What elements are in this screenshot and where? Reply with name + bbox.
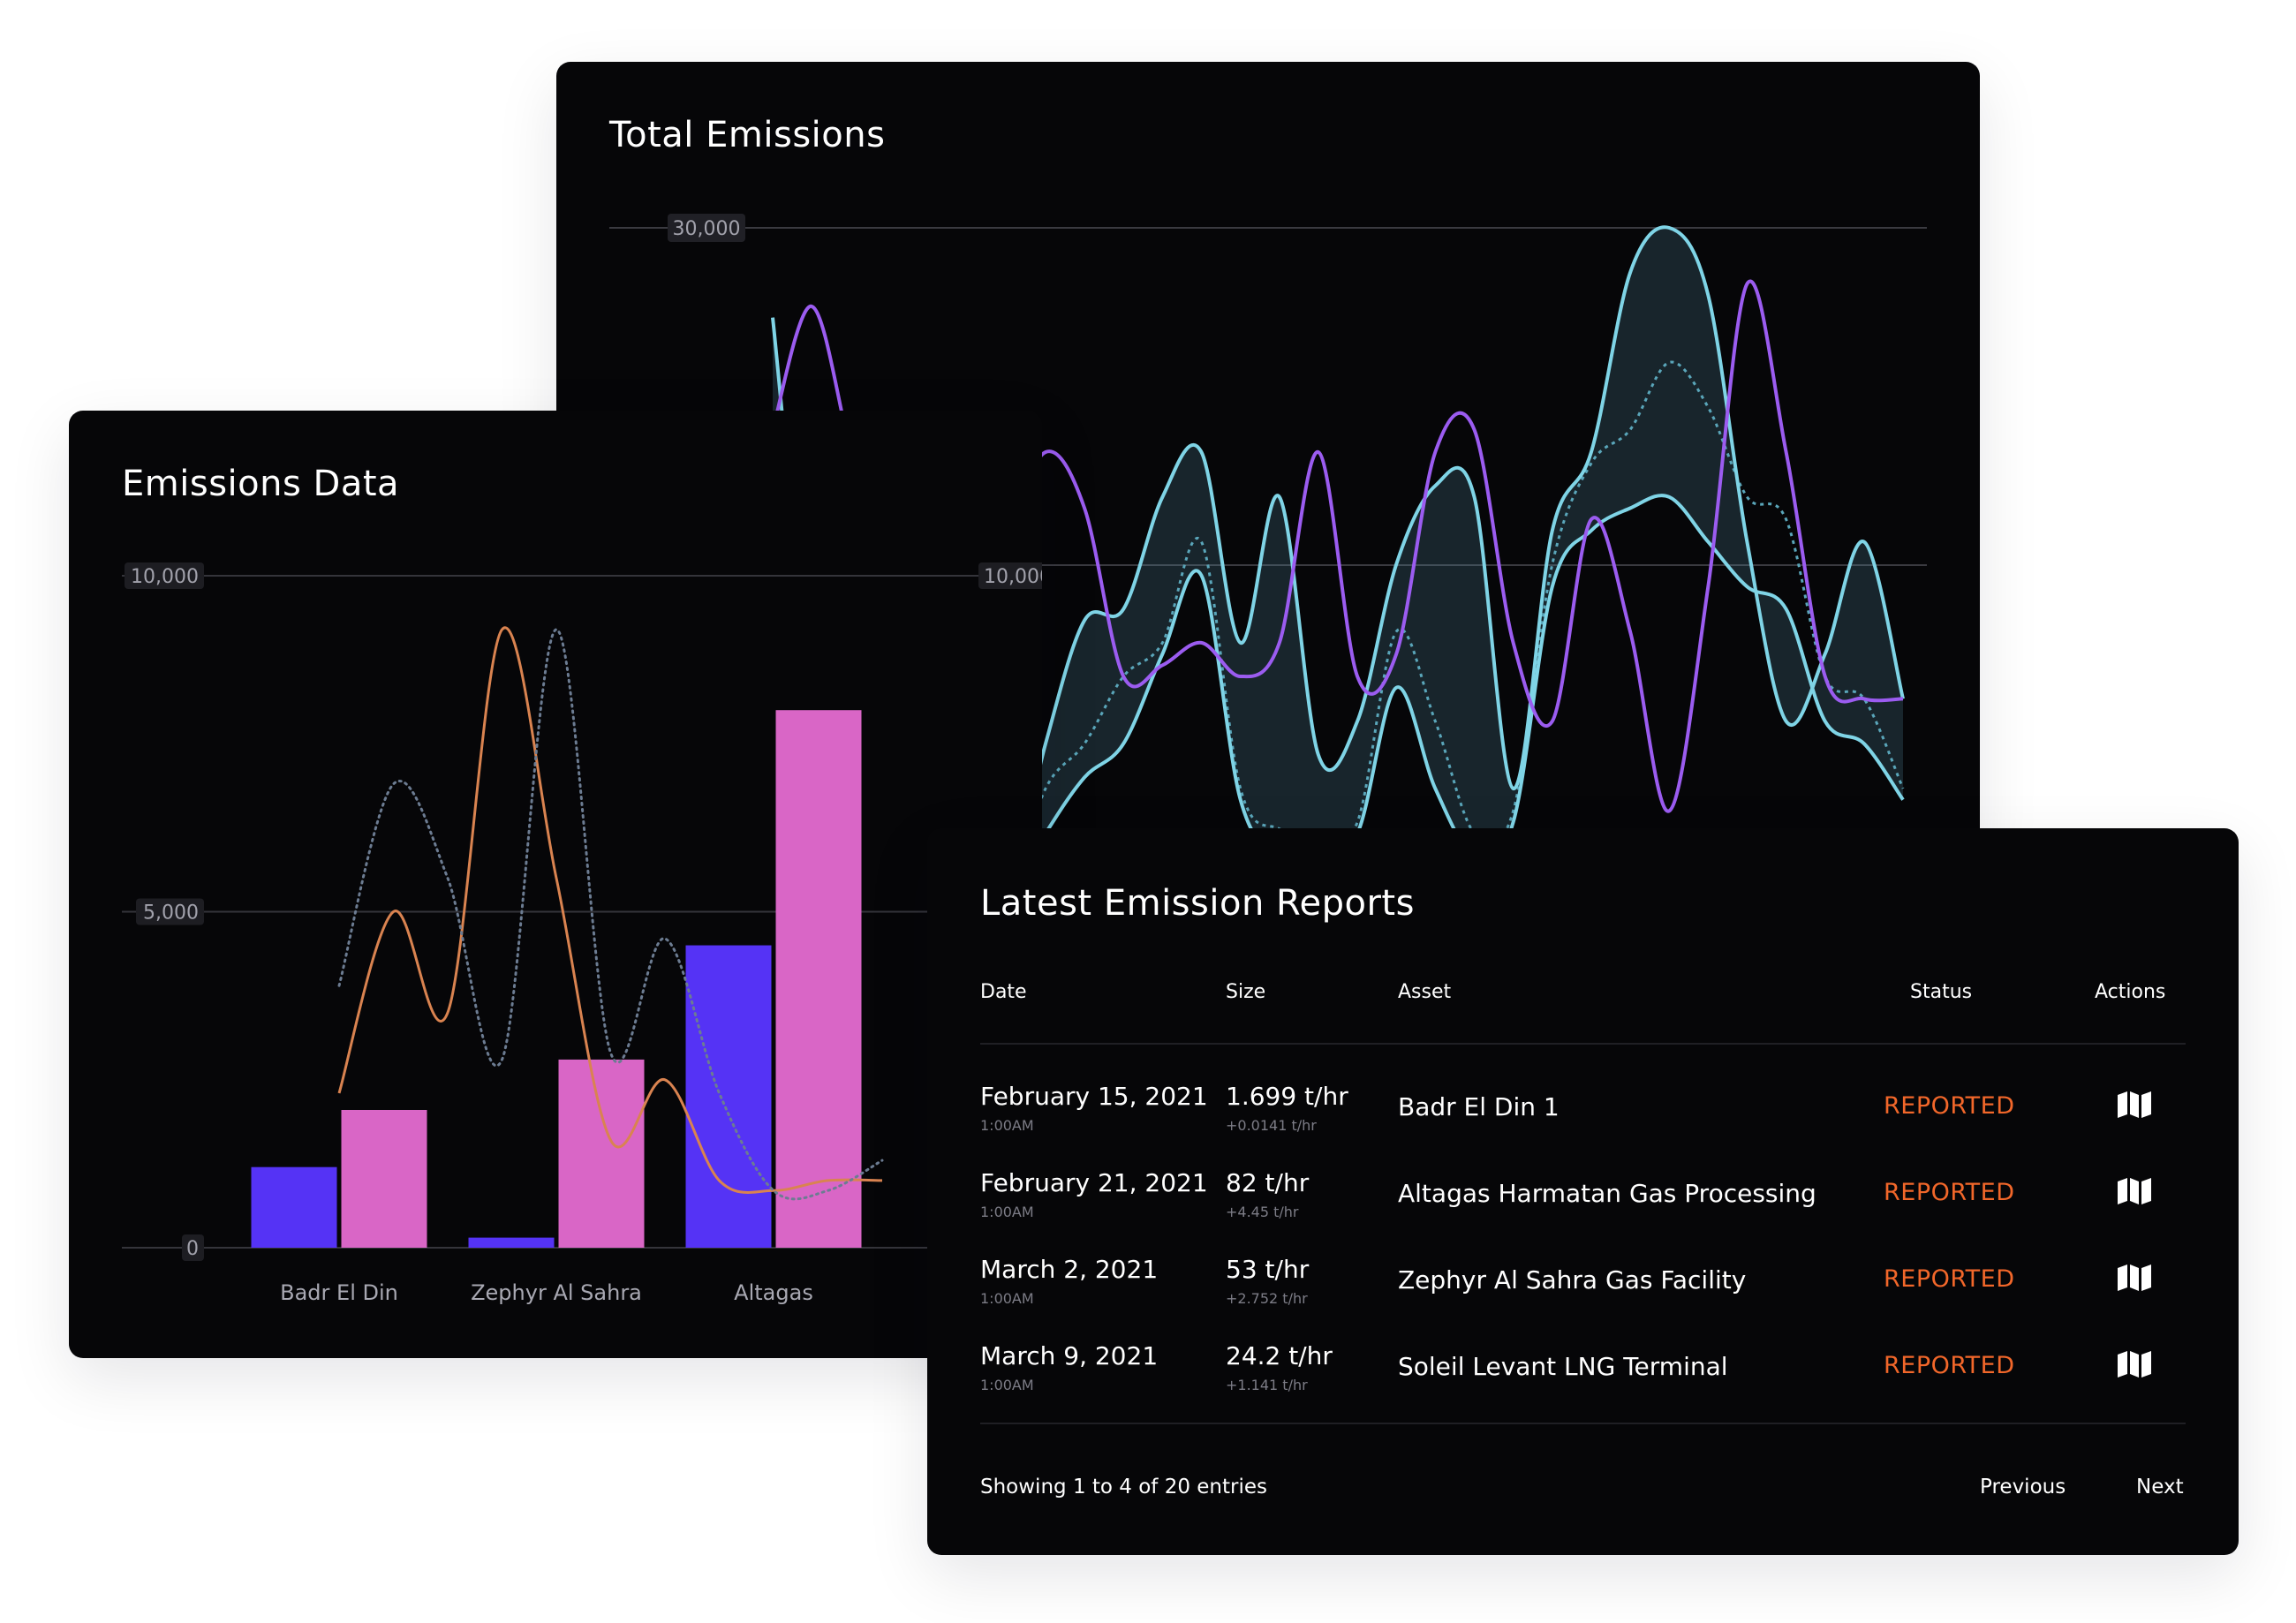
tick-label-30000: 30,000: [673, 218, 741, 240]
bar-series-1: [685, 945, 772, 1248]
emissions-band-upper-line: [771, 225, 1905, 857]
map-icon-glyph: [2118, 1091, 2151, 1118]
row-change: +0.0141 t/hr: [1226, 1117, 1317, 1134]
map-icon[interactable]: [2115, 1175, 2154, 1207]
status-badge: REPORTED: [1884, 1352, 2015, 1379]
row-size: 53 t/hr: [1226, 1255, 1310, 1284]
tick-label-bg: [182, 1234, 204, 1261]
total-emissions-title: Total Emissions: [609, 115, 886, 155]
tick-label-bg: [978, 562, 1042, 589]
row-date: February 15, 2021: [980, 1082, 1208, 1111]
row-date: March 2, 2021: [980, 1255, 1159, 1284]
emissions-data-title: Emissions Data: [122, 464, 400, 504]
status-badge: REPORTED: [1884, 1265, 2015, 1293]
status-badge: REPORTED: [1884, 1092, 2015, 1120]
column-header-asset[interactable]: Asset: [1398, 981, 1452, 1003]
column-header-size[interactable]: Size: [1226, 981, 1266, 1003]
pagination-info: Showing 1 to 4 of 20 entries: [980, 1476, 1268, 1498]
previous-page-button[interactable]: Previous: [1980, 1476, 2066, 1498]
tick-label-bg: [125, 562, 204, 589]
table-row[interactable]: March 9, 2021 1:00AM 24.2 t/hr +1.141 t/…: [927, 1341, 2239, 1428]
emissions-data-bars: [251, 710, 862, 1248]
bar-series-2: [341, 1109, 427, 1248]
map-icon[interactable]: [2115, 1089, 2154, 1121]
map-icon-glyph: [2118, 1264, 2151, 1291]
bar-series-2: [775, 710, 862, 1248]
bar-series-1: [468, 1237, 555, 1248]
column-header-actions: Actions: [2095, 981, 2166, 1003]
tick-label: 10,000: [984, 566, 1042, 588]
column-header-date[interactable]: Date: [980, 981, 1027, 1003]
row-change: +1.141 t/hr: [1226, 1377, 1308, 1393]
row-asset: Zephyr Al Sahra Gas Facility: [1398, 1265, 1747, 1295]
map-icon[interactable]: [2115, 1262, 2154, 1294]
emissions-band-fill: [773, 227, 1903, 857]
dotted-trend-line: [337, 628, 884, 1201]
row-time: 1:00AM: [980, 1377, 1034, 1393]
row-asset: Badr El Din 1: [1398, 1092, 1560, 1121]
tick-label-bg: [136, 898, 204, 925]
status-badge: REPORTED: [1884, 1179, 2015, 1206]
row-asset: Soleil Levant LNG Terminal: [1398, 1352, 1728, 1381]
row-time: 1:00AM: [980, 1290, 1034, 1307]
row-size: 82 t/hr: [1226, 1168, 1310, 1197]
tick-label: 0: [186, 1238, 199, 1260]
orange-trend-line: [337, 626, 883, 1194]
table-row[interactable]: February 15, 2021 1:00AM 1.699 t/hr +0.0…: [927, 1082, 2239, 1168]
row-asset: Altagas Harmatan Gas Processing: [1398, 1179, 1816, 1208]
emissions-data-lines: [337, 626, 884, 1201]
row-time: 1:00AM: [980, 1204, 1034, 1220]
tick-label: 10,000: [131, 566, 199, 588]
category-label: Zephyr Al Sahra: [471, 1280, 642, 1305]
row-date: March 9, 2021: [980, 1341, 1159, 1370]
column-header-status[interactable]: Status: [1910, 981, 1973, 1003]
reports-title: Latest Emission Reports: [980, 883, 1415, 924]
category-label: Badr El Din: [280, 1280, 398, 1305]
emissions-data-card: Emissions Data 10,00010,0005,000500Badr …: [69, 411, 1042, 1358]
map-icon-glyph: [2118, 1351, 2151, 1378]
table-header-divider: [980, 1043, 2186, 1045]
table-row[interactable]: February 21, 2021 1:00AM 82 t/hr +4.45 t…: [927, 1168, 2239, 1255]
row-change: +4.45 t/hr: [1226, 1204, 1299, 1220]
bar-series-2: [558, 1059, 645, 1248]
row-date: February 21, 2021: [980, 1168, 1208, 1197]
category-label: Altagas: [734, 1280, 813, 1305]
row-size: 1.699 t/hr: [1226, 1082, 1348, 1111]
tick-label: 5,000: [143, 902, 199, 925]
map-icon[interactable]: [2115, 1348, 2154, 1380]
row-time: 1:00AM: [980, 1117, 1034, 1134]
table-footer-divider: [980, 1423, 2186, 1424]
table-row[interactable]: March 2, 2021 1:00AM 53 t/hr +2.752 t/hr…: [927, 1255, 2239, 1341]
bar-series-1: [251, 1166, 337, 1248]
tick-label-bg: [668, 214, 745, 242]
latest-reports-card: Latest Emission Reports Date Size Asset …: [927, 828, 2239, 1555]
next-page-button[interactable]: Next: [2136, 1476, 2184, 1498]
row-change: +2.752 t/hr: [1226, 1290, 1308, 1307]
row-size: 24.2 t/hr: [1226, 1341, 1333, 1370]
map-icon-glyph: [2118, 1178, 2151, 1204]
